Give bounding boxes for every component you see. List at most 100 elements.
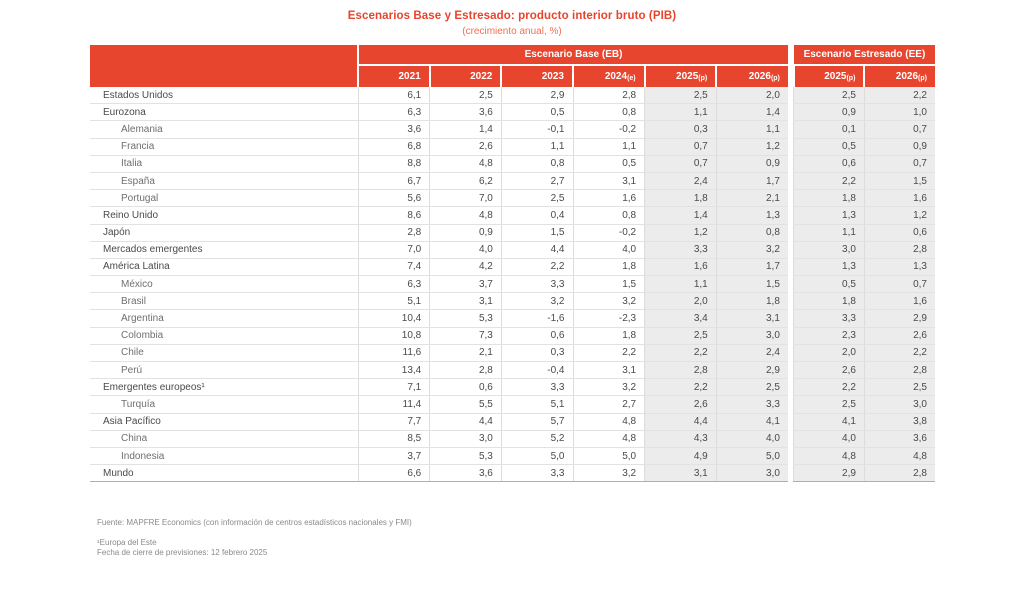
value-cell: 2,4 bbox=[715, 344, 788, 363]
column-group-gap bbox=[787, 413, 794, 431]
value-cell: 4,4 bbox=[429, 413, 502, 431]
value-cell: 5,3 bbox=[429, 447, 502, 466]
value-cell: 1,8 bbox=[793, 292, 865, 311]
value-cell: 2,3 bbox=[793, 327, 865, 345]
value-cell: -1,6 bbox=[500, 309, 573, 328]
value-cell: 0,7 bbox=[863, 120, 935, 139]
value-cell: 2,8 bbox=[863, 241, 935, 259]
value-cell: 1,3 bbox=[793, 206, 865, 225]
value-cell: 2,1 bbox=[429, 344, 502, 363]
year-header-cell: 2022 bbox=[428, 65, 502, 87]
value-cell: 4,1 bbox=[715, 413, 788, 431]
value-cell: 0,8 bbox=[715, 224, 788, 242]
value-cell: 1,3 bbox=[715, 206, 788, 225]
value-cell: 0,8 bbox=[572, 103, 645, 122]
value-cell: 1,2 bbox=[715, 138, 788, 156]
value-cell: 1,7 bbox=[715, 172, 788, 191]
value-cell: 2,8 bbox=[863, 464, 935, 483]
value-cell: 5,3 bbox=[429, 309, 502, 328]
column-group-gap bbox=[787, 189, 794, 207]
value-cell: 2,5 bbox=[500, 189, 573, 208]
year-suffix: (p) bbox=[698, 75, 708, 82]
value-cell: 2,9 bbox=[500, 87, 573, 105]
table-row: Argentina 10,4 5,3 -1,6 -2,3 3,4 3,1 3,3 2,9 bbox=[90, 309, 935, 328]
value-cell: 2,2 bbox=[793, 378, 865, 397]
value-cell: 1,5 bbox=[572, 275, 645, 294]
value-cell: 11,4 bbox=[357, 395, 430, 414]
value-cell: 1,4 bbox=[644, 206, 717, 225]
row-label: Chile bbox=[90, 344, 359, 363]
column-group-gap bbox=[787, 327, 794, 345]
value-cell: 2,5 bbox=[715, 378, 788, 397]
value-cell: 2,5 bbox=[863, 378, 935, 397]
table-row: Francia 6,8 2,6 1,1 1,1 0,7 1,2 0,5 0,9 bbox=[90, 138, 935, 156]
value-cell: 5,5 bbox=[429, 395, 502, 414]
value-cell: 1,1 bbox=[793, 224, 865, 242]
value-cell: 0,6 bbox=[429, 378, 502, 397]
value-cell: -2,3 bbox=[572, 309, 645, 328]
value-cell: 1,8 bbox=[572, 258, 645, 277]
value-cell: 3,6 bbox=[429, 464, 502, 483]
column-group-gap bbox=[787, 172, 794, 190]
figure-subtitle: (crecimiento anual, %) bbox=[462, 26, 562, 37]
value-cell: 6,8 bbox=[357, 138, 430, 156]
value-cell: 1,1 bbox=[500, 138, 573, 156]
value-cell: 5,2 bbox=[500, 430, 573, 448]
value-cell: -0,2 bbox=[572, 224, 645, 242]
value-cell: 3,0 bbox=[793, 241, 865, 259]
value-cell: 3,3 bbox=[793, 309, 865, 328]
value-cell: 0,9 bbox=[863, 138, 935, 156]
value-cell: 1,2 bbox=[644, 224, 717, 242]
value-cell: 5,0 bbox=[572, 447, 645, 466]
value-cell: 3,0 bbox=[715, 464, 788, 483]
table-row: Portugal 5,6 7,0 2,5 1,6 1,8 2,1 1,8 1,6 bbox=[90, 189, 935, 208]
year-suffix: (e) bbox=[627, 75, 636, 82]
value-cell: 4,8 bbox=[572, 413, 645, 431]
value-cell: 2,6 bbox=[793, 361, 865, 380]
row-label: Colombia bbox=[90, 327, 359, 345]
value-cell: 1,6 bbox=[863, 292, 935, 311]
value-cell: 3,6 bbox=[429, 103, 502, 122]
value-cell: 2,6 bbox=[429, 138, 502, 156]
column-group-gap bbox=[787, 155, 794, 173]
value-cell: 2,7 bbox=[572, 395, 645, 414]
value-cell: 1,0 bbox=[863, 103, 935, 122]
value-cell: 0,9 bbox=[793, 103, 865, 122]
value-cell: 7,0 bbox=[429, 189, 502, 208]
value-cell: 3,7 bbox=[357, 447, 430, 466]
label-column-header bbox=[90, 45, 360, 87]
value-cell: 10,8 bbox=[357, 327, 430, 345]
column-group-gap bbox=[787, 309, 794, 328]
table-row: Emergentes europeos¹ 7,1 0,6 3,3 3,2 2,2 2,5 2,… bbox=[90, 378, 935, 397]
table-row: América Latina 7,4 4,2 2,2 1,8 1,6 1,7 1,3 1,3 bbox=[90, 258, 935, 277]
column-group-gap bbox=[787, 292, 794, 310]
value-cell: 2,0 bbox=[644, 292, 717, 311]
value-cell: 5,7 bbox=[500, 413, 573, 431]
value-cell: 7,3 bbox=[429, 327, 502, 345]
value-cell: 2,5 bbox=[644, 87, 717, 105]
value-cell: 3,2 bbox=[572, 378, 645, 397]
value-cell: 3,2 bbox=[715, 241, 788, 259]
row-label: Japón bbox=[90, 224, 359, 242]
year-header-cell: 2024(e) bbox=[572, 65, 645, 87]
value-cell: 1,7 bbox=[715, 258, 788, 277]
table-row: China 8,5 3,0 5,2 4,8 4,3 4,0 4,0 3,6 bbox=[90, 430, 935, 448]
value-cell: 4,4 bbox=[500, 241, 573, 259]
table-row: Alemania 3,6 1,4 -0,1 -0,2 0,3 1,1 0,1 0,7 bbox=[90, 120, 935, 139]
value-cell: 1,1 bbox=[572, 138, 645, 156]
value-cell: 4,0 bbox=[429, 241, 502, 259]
table-row: Colombia 10,8 7,3 0,6 1,8 2,5 3,0 2,3 2,6 bbox=[90, 327, 935, 345]
value-cell: 4,0 bbox=[572, 241, 645, 259]
value-cell: 2,8 bbox=[863, 361, 935, 380]
year-suffix: (p) bbox=[846, 75, 856, 82]
value-cell: 3,3 bbox=[500, 378, 573, 397]
value-cell: 0,8 bbox=[500, 155, 573, 173]
value-cell: 3,2 bbox=[572, 292, 645, 311]
value-cell: 2,8 bbox=[429, 361, 502, 380]
value-cell: -0,2 bbox=[572, 120, 645, 139]
value-cell: 2,1 bbox=[715, 189, 788, 208]
footnote-europa-del-este: ¹Europa del Este bbox=[97, 538, 157, 547]
value-cell: 4,3 bbox=[644, 430, 717, 448]
column-group-gap bbox=[787, 138, 794, 156]
value-cell: 0,9 bbox=[715, 155, 788, 173]
